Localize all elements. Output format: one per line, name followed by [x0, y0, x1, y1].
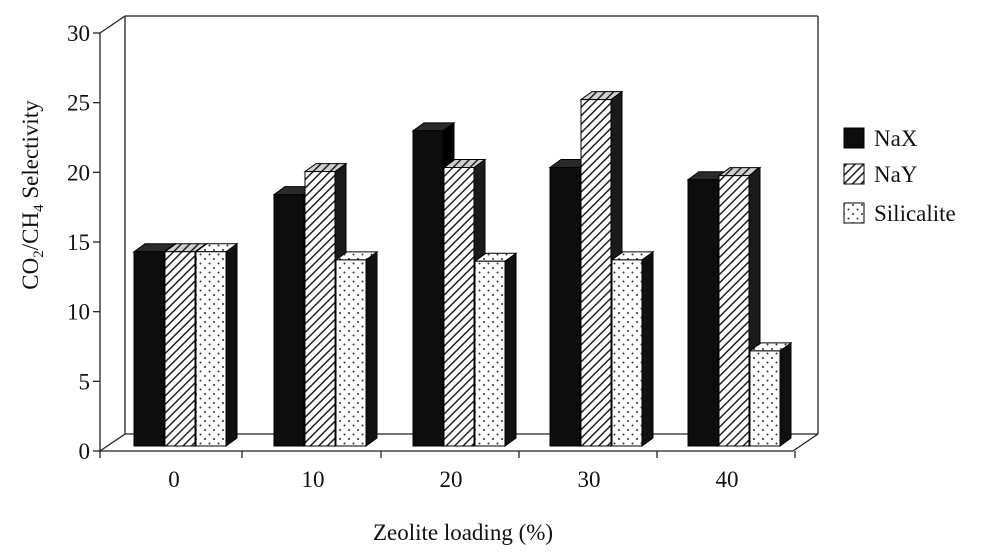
bar-silicalite-0: [194, 242, 239, 447]
legend-item-silicalite: Silicalite: [843, 201, 956, 226]
x-tick-label: 10: [302, 467, 325, 492]
y-label-post: Selectivity: [18, 100, 43, 205]
x-tick-label: 40: [716, 467, 739, 492]
legend-swatch: [843, 127, 865, 149]
legend: NaX NaY Silicalite: [843, 126, 956, 226]
y-label-pre: CO: [18, 258, 43, 290]
y-label-mid: /CH: [18, 212, 43, 250]
bar-silicalite-40: [748, 341, 793, 447]
bar-front: [687, 179, 719, 447]
bar-front: [412, 130, 444, 447]
x-axis-label: Zeolite loading (%): [373, 520, 553, 545]
bar-front: [718, 175, 750, 447]
bar-silicalite-10: [334, 250, 379, 447]
bar-side: [504, 252, 517, 447]
y-tick-label: 20: [67, 160, 90, 185]
bar-front: [749, 350, 781, 447]
legend-label: Silicalite: [874, 201, 956, 226]
legend-label: NaY: [874, 162, 918, 187]
bar-front: [273, 194, 305, 447]
bar-front: [164, 251, 196, 447]
bar-side: [641, 250, 654, 447]
y-tick-label: 0: [79, 439, 91, 464]
bar-front: [133, 251, 165, 447]
bar-front: [195, 251, 227, 447]
y-axis-ticks: 0 5 10 15 20 25 30: [67, 21, 100, 464]
legend-item-nay: NaY: [843, 162, 918, 187]
bar-front: [474, 260, 506, 447]
legend-swatch: [843, 202, 865, 224]
y-tick-label: 5: [79, 369, 91, 394]
floor-left-edge: [99, 433, 126, 452]
y-axis-label: CO2/CH4 Selectivity: [18, 100, 47, 290]
bar-side: [225, 242, 238, 447]
y-label-sub2: 4: [31, 204, 47, 212]
bar-front: [580, 99, 612, 447]
bar-front: [304, 171, 336, 447]
x-tick-label: 30: [578, 467, 601, 492]
x-tick-label: 0: [168, 467, 180, 492]
y-tick-label: 30: [67, 21, 90, 46]
x-axis-ticks: 0 10 20 30 40: [99, 451, 796, 492]
bar-silicalite-30: [610, 250, 655, 447]
bar-front: [611, 259, 643, 447]
legend-swatch: [843, 163, 865, 185]
floor-right-edge: [792, 433, 819, 452]
legend-label: NaX: [874, 126, 918, 151]
bar-side: [779, 341, 792, 447]
bar-side: [365, 250, 378, 447]
x-tick-label: 20: [440, 467, 463, 492]
bar-front: [549, 167, 581, 447]
y-tick-label: 15: [67, 230, 90, 255]
legend-item-nax: NaX: [843, 126, 918, 151]
y-tick-label: 10: [67, 300, 90, 325]
bar-front: [335, 259, 367, 447]
y-tick-label: 25: [67, 91, 90, 116]
y-axis-top-connector: [99, 15, 126, 34]
bars-group: [132, 90, 793, 447]
bar-front: [443, 167, 475, 447]
y-label-sub1: 2: [31, 250, 47, 258]
bar-silicalite-20: [473, 252, 518, 447]
